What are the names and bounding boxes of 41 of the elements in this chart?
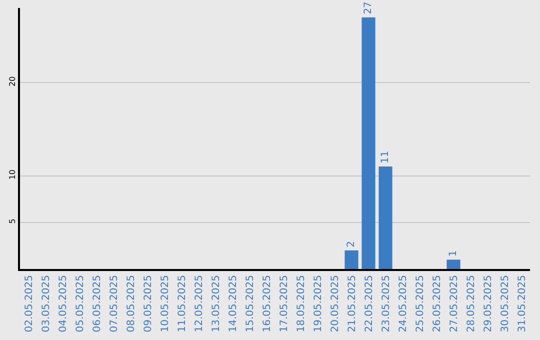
x-tick-label: 18.05.2025 xyxy=(296,275,307,332)
x-tick-label: 28.05.2025 xyxy=(466,275,477,332)
x-tick-label: 14.05.2025 xyxy=(228,275,239,332)
y-tick-label: 10 xyxy=(8,169,18,180)
x-tick-label: 26.05.2025 xyxy=(432,275,443,332)
x-tick-label: 16.05.2025 xyxy=(262,275,273,332)
bar xyxy=(362,17,376,269)
data-label: 27 xyxy=(363,2,374,14)
x-tick-label: 25.05.2025 xyxy=(414,275,426,332)
bar xyxy=(378,166,392,269)
x-tick-label: 06.05.2025 xyxy=(92,275,103,332)
bar xyxy=(344,250,358,269)
x-tick-label: 29.05.2025 xyxy=(482,275,494,332)
x-tick-label: 02.05.2025 xyxy=(24,275,35,332)
x-tick-label: 23.05.2025 xyxy=(380,275,392,332)
x-tick-label: 31.05.2025 xyxy=(516,275,528,332)
x-tick-label: 24.05.2025 xyxy=(398,275,409,332)
x-tick-label: 21.05.2025 xyxy=(346,275,358,332)
x-tick-label: 12.05.2025 xyxy=(194,275,205,332)
x-tick-label: 22.05.2025 xyxy=(364,275,375,332)
data-label: 1 xyxy=(448,250,459,257)
x-tick-label: 08.05.2025 xyxy=(126,275,137,332)
x-tick-label: 05.05.2025 xyxy=(74,275,86,332)
x-tick-label: 27.05.2025 xyxy=(448,275,460,332)
x-tick-label: 07.05.2025 xyxy=(108,275,120,332)
x-tick-label: 15.05.2025 xyxy=(244,275,256,332)
x-tick-label: 19.05.2025 xyxy=(312,275,324,332)
data-label: 11 xyxy=(380,150,391,164)
x-tick-label: 17.05.2025 xyxy=(278,275,290,332)
y-tick-label: 20 xyxy=(8,76,18,86)
y-tick-label: 5 xyxy=(8,218,18,224)
x-tick-label: 20.05.2025 xyxy=(330,275,341,332)
x-tick-label: 11.05.2025 xyxy=(176,275,188,332)
x-tick-label: 09.05.2025 xyxy=(142,275,154,332)
x-tick-label: 04.05.2025 xyxy=(58,275,69,332)
x-tick-label: 03.05.2025 xyxy=(40,275,52,332)
bar xyxy=(446,260,460,269)
data-label: 2 xyxy=(346,240,357,248)
x-tick-label: 30.05.2025 xyxy=(500,275,511,332)
x-tick-label: 13.05.2025 xyxy=(210,275,222,332)
x-tick-label: 10.05.2025 xyxy=(160,275,171,332)
